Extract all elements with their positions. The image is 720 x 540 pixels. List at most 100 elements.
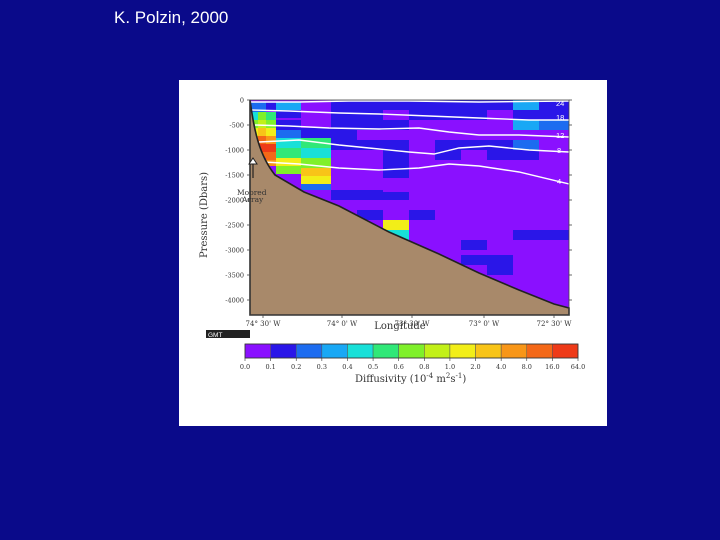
heatmap-cell <box>301 138 331 148</box>
temperature-contour <box>250 109 569 121</box>
colorbar-tick-label: 2.0 <box>470 363 480 371</box>
heatmap-cell <box>266 152 276 160</box>
heatmap-cell <box>461 100 487 110</box>
colorbar-tick-label: 16.0 <box>545 363 559 371</box>
y-tick-label: -4000 <box>225 297 244 305</box>
heatmap-cell <box>276 158 301 166</box>
heatmap-cell <box>258 120 266 128</box>
heatmap-cell <box>487 265 513 275</box>
heatmap-cell <box>266 136 276 144</box>
heatmap-cell <box>383 150 409 160</box>
x-tick-label: 74° 0' W <box>327 320 358 328</box>
heatmap-cell <box>331 130 357 140</box>
heatmap-cell <box>383 220 409 230</box>
heatmap-cell <box>357 210 383 220</box>
heatmap-cell <box>331 100 357 110</box>
colorbar-swatch <box>372 343 399 359</box>
heatmap-cell <box>301 148 331 158</box>
heatmap-cell <box>331 110 357 120</box>
plot-frame <box>249 99 570 316</box>
heatmap-cell <box>461 110 487 120</box>
diffusivity-section-chart: 0 -500 -1000 -1500 -2000 -2500 -3000 -3500 -4000… <box>199 97 585 386</box>
y-axis: 0 -500 -1000 -1500 -2000 -2500 -3000 -3500 -4000 <box>225 97 572 305</box>
heatmap-cell <box>258 136 266 144</box>
moored-array-label-2: Array <box>241 195 264 204</box>
heatmap-cell <box>383 160 409 170</box>
y-tick-label: -3500 <box>225 272 244 280</box>
colorbar-tick-label: 8.0 <box>522 363 532 371</box>
heatmap-cell <box>383 192 409 200</box>
heatmap-cell <box>461 140 487 150</box>
heatmap-cell <box>357 100 383 110</box>
colorbar-tick-labels: 0.0 0.1 0.2 0.3 0.4 0.5 0.6 0.8 1.0 2.0 4.0 8.0 16.0… <box>240 358 585 371</box>
heatmap-cell <box>301 176 331 184</box>
heatmap-cell <box>409 110 435 120</box>
colorbar-swatch <box>500 343 528 359</box>
x-axis: 74° 30' W 74° 0' W 73° 30' W 73° 0' W 72° 30… <box>246 315 572 328</box>
colorbar-swatch <box>295 343 323 359</box>
heatmap-cell <box>435 110 461 120</box>
contour-label: 4 <box>557 177 561 186</box>
colorbar-swatch <box>347 343 374 359</box>
heatmap-cell <box>539 100 569 110</box>
colorbar-swatch <box>398 343 425 359</box>
heatmap-cell <box>487 255 513 265</box>
colorbar-swatch <box>552 343 579 359</box>
y-tick-label: -1500 <box>225 172 244 180</box>
contour-label: 24 <box>556 99 564 108</box>
heatmap-cell <box>513 110 539 120</box>
heatmap-cell <box>539 110 569 120</box>
colorbar-swatch <box>244 343 271 359</box>
bathymetry <box>249 99 570 316</box>
heatmap-cell <box>357 120 383 130</box>
heatmap-cell <box>301 184 331 190</box>
temperature-contour <box>250 100 569 103</box>
heatmap-cell <box>276 148 301 158</box>
heatmap-cell <box>276 138 301 148</box>
heatmap-cell <box>301 158 331 168</box>
colorbar-tick-label: 0.5 <box>368 363 378 371</box>
heatmap-cell <box>383 170 409 178</box>
moored-array-label-1: Moored <box>237 188 267 197</box>
colorbar-tick-label: 0.3 <box>317 363 327 371</box>
colorbar-label: Diffusivity (10-4 m2s-1) <box>355 372 466 385</box>
x-tick-label: 73° 30' W <box>395 320 431 328</box>
contour-label: 18 <box>556 113 564 122</box>
heatmap-cell <box>539 120 569 130</box>
colorbar-frame <box>244 343 579 359</box>
heatmap-cell <box>487 140 513 150</box>
moored-array-arrowhead <box>248 157 258 165</box>
gmt-logo-text: GMT <box>208 332 222 339</box>
contour-label: 12 <box>556 131 564 140</box>
colorbar-swatch <box>449 343 476 359</box>
colorbar-tick-label: 0.0 <box>240 363 250 371</box>
heatmap-cell <box>513 120 539 130</box>
heatmap-cell <box>250 102 258 112</box>
colorbar-tick-label: 64.0 <box>571 363 585 371</box>
heatmap-cell <box>250 112 258 120</box>
heatmap-cell <box>301 168 331 176</box>
heatmap-cell <box>301 110 331 118</box>
heatmap-cell <box>435 150 461 160</box>
heatmap-cell <box>266 144 276 152</box>
heatmap-cell <box>258 144 266 152</box>
heatmap-cell <box>409 100 435 110</box>
heatmap-cell <box>383 120 409 130</box>
heatmap-cell <box>266 120 276 128</box>
y-axis-label: Pressure (Dbars) <box>199 172 210 258</box>
y-tick-label: -500 <box>229 122 244 130</box>
heatmap-cell <box>513 230 539 240</box>
x-axis-label: Longitude <box>374 321 426 332</box>
colorbar-tick-label: 0.6 <box>394 363 404 371</box>
heatmap-cell <box>276 130 301 138</box>
heatmap-cell <box>266 128 276 136</box>
heatmap-cell <box>266 112 276 120</box>
heatmap-cell <box>357 140 383 150</box>
heatmap-cell <box>383 140 409 150</box>
colorbar <box>244 343 579 359</box>
heatmap-cell <box>539 230 569 240</box>
colorbar-tick-label: 1.0 <box>445 363 455 371</box>
heatmap-cell <box>487 100 513 110</box>
colorbar-tick-label: 4.0 <box>496 363 506 371</box>
x-tick-label: 73° 0' W <box>469 320 500 328</box>
